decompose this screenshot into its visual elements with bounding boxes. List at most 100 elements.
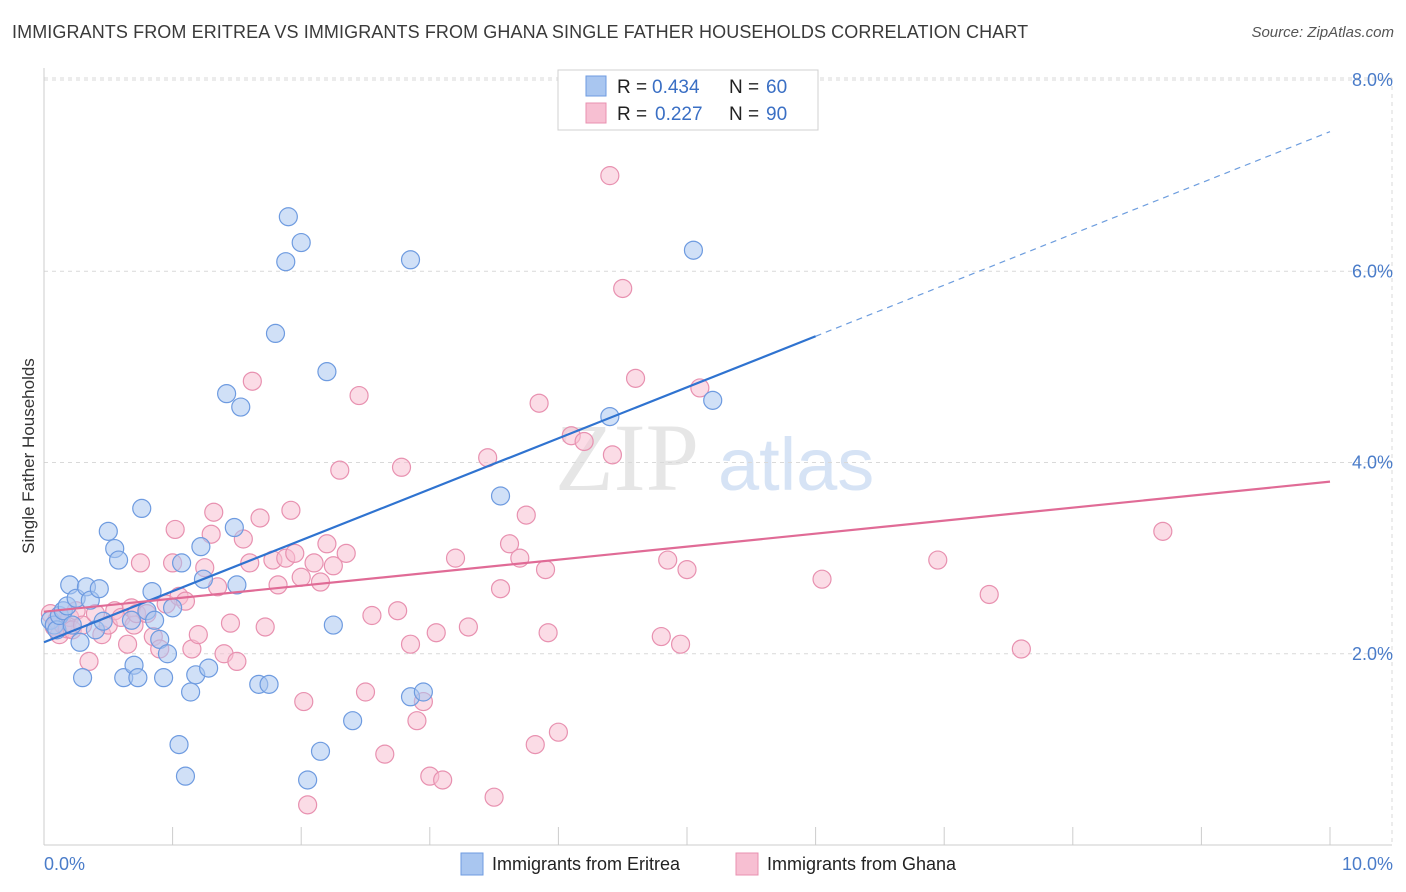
bottom-legend-ghana: Immigrants from Ghana — [767, 854, 957, 874]
ghana-point-57 — [349, 385, 369, 406]
eritrea-point-9 — [70, 632, 90, 652]
ghana-points — [40, 166, 1173, 815]
ghana-point-37 — [227, 651, 247, 672]
bottom-legend-swatch-ghana — [735, 852, 759, 876]
ghana-point-90 — [670, 634, 691, 654]
ghana-point-41 — [250, 508, 270, 528]
bottom-legend: Immigrants from Eritrea Immigrants from … — [460, 852, 957, 876]
ghana-trendline — [43, 480, 1331, 613]
ghana-point-59 — [362, 605, 382, 626]
eritrea-trendline — [43, 335, 817, 644]
eritrea-point-34 — [181, 682, 201, 702]
ghana-point-51 — [304, 553, 324, 573]
eritrea-point-20 — [121, 610, 142, 630]
ghana-point-85 — [602, 445, 623, 465]
ghana-point-53 — [317, 534, 337, 554]
legend-box: R = 0.434 N = 60 R = 0.227 N = 90 — [557, 69, 819, 131]
eritrea-point-48 — [291, 232, 311, 253]
eritrea-point-46 — [276, 252, 296, 272]
eritrea-point-58 — [600, 407, 620, 427]
legend-n-label-2: N = — [729, 104, 759, 125]
eritrea-point-22 — [128, 668, 148, 688]
bottom-legend-eritrea: Immigrants from Eritrea — [492, 854, 681, 874]
eritrea-point-57 — [490, 486, 511, 506]
watermark-zip: ZIP — [555, 404, 699, 511]
ghana-point-40 — [242, 371, 262, 391]
ghana-point-62 — [391, 457, 412, 477]
eritrea-point-14 — [89, 579, 109, 599]
ghana-point-61 — [388, 601, 408, 621]
ghana-point-42 — [255, 617, 275, 637]
ghana-point-72 — [484, 787, 504, 807]
ghana-point-91 — [677, 559, 697, 580]
eritrea-point-60 — [703, 390, 723, 410]
eritrea-point-50 — [310, 741, 331, 761]
ghana-point-89 — [658, 550, 678, 570]
ghana-point-16 — [117, 634, 138, 654]
legend-n-label-1: N = — [729, 77, 759, 98]
eritrea-point-30 — [163, 598, 183, 618]
eritrea-point-59 — [683, 240, 704, 260]
source-credit: Source: ZipAtlas.com — [1251, 24, 1394, 41]
ghana-point-50 — [298, 795, 318, 815]
legend-r-label-2: R = — [617, 104, 647, 125]
eritrea-point-31 — [169, 734, 189, 755]
eritrea-point-56 — [413, 682, 433, 702]
ghana-point-80 — [538, 623, 558, 643]
legend-n-value-2: 90 — [766, 104, 787, 125]
y-tick-label-2: 6.0% — [1352, 261, 1393, 281]
ghana-point-69 — [445, 548, 466, 568]
ghana-point-55 — [330, 460, 350, 480]
eritrea-point-38 — [199, 658, 219, 678]
legend-r-label-1: R = — [617, 77, 647, 98]
ghana-point-36 — [220, 613, 241, 633]
ghana-point-20 — [130, 553, 151, 573]
eritrea-point-33 — [175, 766, 196, 786]
watermark: ZIP atlas — [555, 404, 874, 511]
y-tick-labels: 2.0% 4.0% 6.0% 8.0% — [1352, 70, 1393, 664]
ghana-point-78 — [529, 393, 549, 413]
ghana-point-49 — [294, 691, 314, 712]
ghana-point-87 — [625, 368, 646, 388]
ghana-point-47 — [285, 543, 305, 563]
legend-n-value-1: 60 — [766, 77, 787, 98]
eritrea-point-52 — [323, 615, 343, 635]
ghana-point-67 — [426, 623, 446, 643]
eritrea-trendline-extension — [815, 131, 1331, 337]
eritrea-point-39 — [217, 384, 237, 404]
eritrea-point-41 — [227, 575, 247, 595]
y-tick-label-3: 8.0% — [1352, 70, 1393, 90]
ghana-point-44 — [268, 575, 288, 595]
eritrea-point-16 — [98, 521, 118, 541]
legend-swatch-ghana — [585, 102, 607, 124]
eritrea-point-29 — [157, 644, 178, 664]
ghana-point-63 — [400, 634, 421, 654]
ghana-point-30 — [188, 625, 208, 645]
ghana-point-79 — [535, 559, 556, 580]
ghana-point-76 — [516, 505, 536, 525]
ghana-point-48 — [291, 567, 311, 587]
ghana-point-68 — [433, 770, 453, 790]
ghana-point-95 — [979, 584, 999, 605]
trendlines — [43, 131, 1331, 644]
y-axis-label: Single Father Households — [19, 358, 38, 554]
chart-title: IMMIGRANTS FROM ERITREA VS IMMIGRANTS FR… — [12, 22, 1029, 42]
ghana-point-56 — [336, 543, 356, 563]
watermark-atlas: atlas — [718, 423, 874, 506]
eritrea-point-54 — [400, 250, 421, 270]
eritrea-point-47 — [278, 207, 298, 227]
legend-r-value-1: 0.434 — [652, 77, 700, 98]
eritrea-point-10 — [72, 668, 93, 688]
bottom-legend-swatch-eritrea — [460, 852, 484, 876]
ghana-point-86 — [613, 278, 633, 299]
ghana-point-73 — [490, 579, 511, 599]
legend-r-value-2: 0.227 — [655, 104, 703, 125]
y-tick-label-1: 4.0% — [1352, 453, 1393, 473]
ghana-point-81 — [548, 722, 569, 742]
ghana-point-94 — [928, 550, 948, 570]
eritrea-point-26 — [144, 610, 165, 630]
y-tick-label-0: 2.0% — [1352, 644, 1393, 664]
ghana-point-96 — [1011, 639, 1031, 659]
eritrea-point-23 — [132, 498, 152, 518]
